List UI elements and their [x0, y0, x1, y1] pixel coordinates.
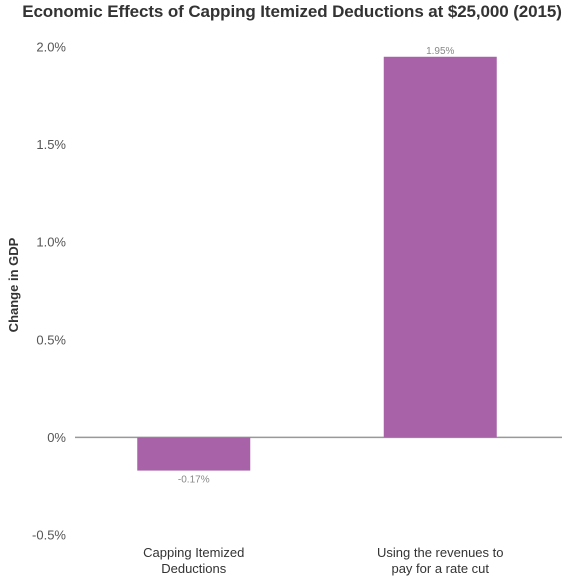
bar	[137, 437, 251, 471]
y-tick-label: 0%	[47, 430, 66, 445]
bar	[383, 56, 497, 438]
y-axis-title-group: Change in GDP	[6, 237, 21, 332]
y-tick-label: 2.0%	[36, 40, 66, 55]
bar-data-label: 1.95%	[426, 46, 454, 57]
y-tick-label: 1.0%	[36, 235, 66, 250]
y-tick-label: 1.5%	[36, 137, 66, 152]
y-axis-ticks: -0.5% 0% 0.5% 1.0% 1.5% 2.0%	[32, 40, 66, 543]
bar-data-label: -0.17%	[178, 475, 210, 486]
chart-title: Economic Effects of Capping Itemized Ded…	[22, 2, 562, 21]
bars	[137, 56, 497, 471]
data-labels: -0.17% 1.95%	[178, 46, 455, 486]
x-category-label: Deductions	[161, 561, 227, 576]
x-category-label: Capping Itemized	[143, 545, 244, 560]
y-tick-label: 0.5%	[36, 332, 66, 347]
x-category-label: Using the revenues to	[377, 545, 503, 560]
y-axis-title: Change in GDP	[6, 237, 21, 332]
y-tick-label: -0.5%	[32, 528, 66, 543]
x-category-label: pay for a rate cut	[391, 561, 489, 576]
